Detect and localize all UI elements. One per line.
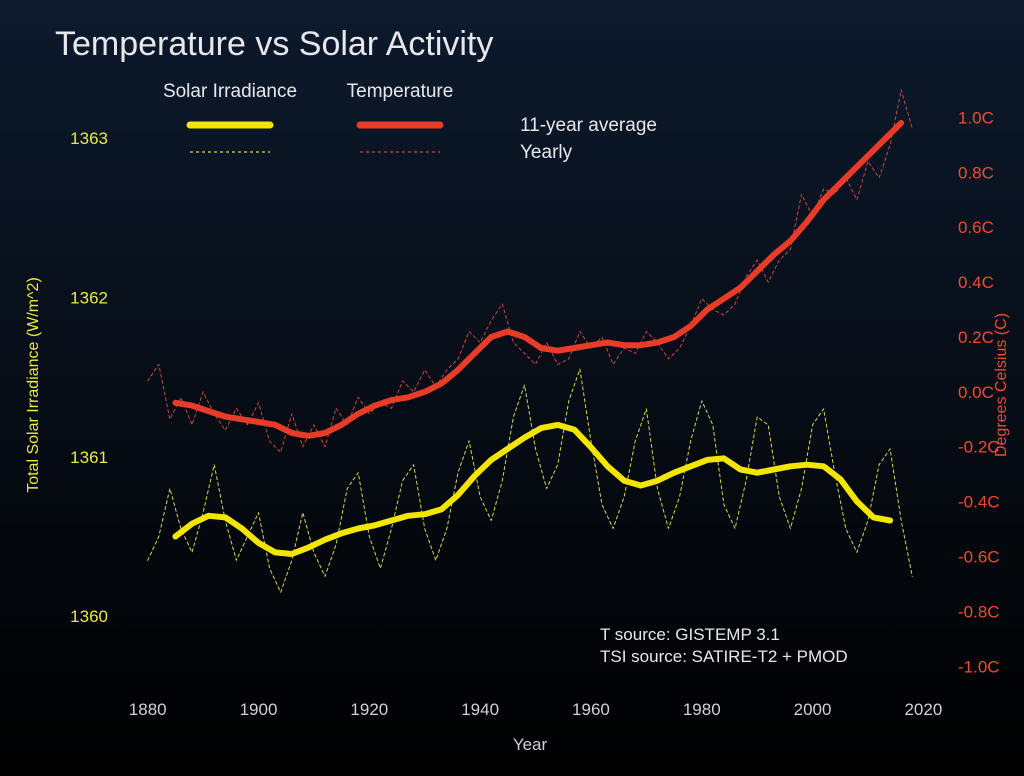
- source-line-2: TSI source: SATIRE-T2 + PMOD: [600, 647, 848, 666]
- x-tick-label: 1900: [240, 700, 278, 719]
- y-right-tick-label: -0.4C: [958, 493, 1000, 512]
- y-left-tick-label: 1361: [70, 448, 108, 467]
- chart-svg: Temperature vs Solar Activity 1880 1900 192…: [0, 0, 1024, 776]
- y-right-tick-label: 0.0C: [958, 383, 994, 402]
- y-left-tick-label: 1363: [70, 129, 108, 148]
- x-tick-label: 1880: [129, 700, 167, 719]
- y-right-tick-label: -0.6C: [958, 548, 1000, 567]
- y-right-tick-label: 0.4C: [958, 273, 994, 292]
- y-left-axis-label: Total Solar Irradiance (W/m^2): [25, 277, 42, 493]
- chart-title: Temperature vs Solar Activity: [55, 25, 493, 63]
- y-right-tick-label: 0.8C: [958, 163, 994, 182]
- y-right-axis-label: Degrees Celsius (C): [993, 313, 1010, 457]
- y-left-tick-label: 1360: [70, 607, 108, 626]
- x-tick-label: 1960: [572, 700, 610, 719]
- chart-container: Temperature vs Solar Activity 1880 1900 192…: [0, 0, 1024, 776]
- x-tick-label: 1980: [683, 700, 721, 719]
- y-left-tick-label: 1362: [70, 288, 108, 307]
- y-right-tick-label: 0.6C: [958, 218, 994, 237]
- x-axis-label: Year: [513, 735, 548, 754]
- legend-row2-label: Yearly: [520, 142, 573, 163]
- x-tick-label: 1940: [461, 700, 499, 719]
- y-right-tick-label: -0.8C: [958, 602, 1000, 621]
- legend-row1-label: 11-year average: [520, 115, 657, 136]
- y-right-tick-label: 1.0C: [958, 108, 994, 127]
- legend-header-temp: Temperature: [347, 81, 454, 102]
- x-tick-label: 2020: [904, 700, 942, 719]
- source-line-1: T source: GISTEMP 3.1: [600, 625, 780, 644]
- x-tick-label: 1920: [350, 700, 388, 719]
- chart-background: [0, 0, 1024, 776]
- x-tick-label: 2000: [794, 700, 832, 719]
- y-right-tick-label: 0.2C: [958, 328, 994, 347]
- y-right-tick-label: -1.0C: [958, 657, 1000, 676]
- legend-header-solar: Solar Irradiance: [163, 81, 297, 102]
